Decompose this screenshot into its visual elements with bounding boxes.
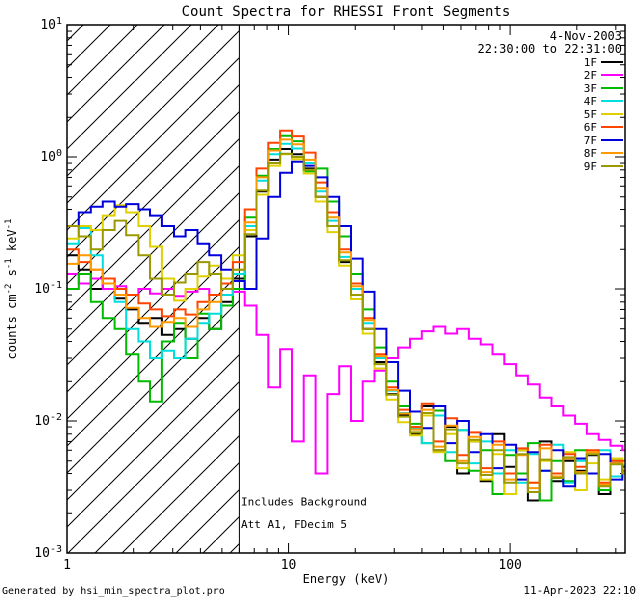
legend-label-8F: 8F [584,147,597,160]
legend-label-9F: 9F [584,160,597,173]
plot-annotation-1: Att A1, FDecim 5 [241,518,347,531]
x-axis-label: Energy (keV) [303,572,390,586]
y-tick-label: 100 [40,148,62,165]
y-axis-label: counts cm-2 s-1 keV-1 [4,219,19,360]
chart-title: Count Spectra for RHESSI Front Segments [181,4,511,20]
y-tick-label: 10-3 [34,544,62,561]
legend-label-6F: 6F [584,121,597,134]
obs-date: 4-Nov-2003 [550,29,622,43]
x-tick-label: 1 [63,558,71,573]
legend-label-5F: 5F [584,108,597,121]
x-tick-label: 10 [281,558,297,573]
generator-credit: Generated by hsi_min_spectra_plot.pro [2,586,225,597]
legend-label-7F: 7F [584,134,597,147]
spectra-series-group [67,129,625,502]
legend-label-1F: 1F [584,56,597,69]
y-tick-label: 10-2 [34,412,62,429]
series-9F-line [67,152,625,493]
render-timestamp: 11-Apr-2023 22:10 [523,584,636,597]
y-tick-label: 10-1 [34,280,62,297]
legend-label-4F: 4F [584,95,597,108]
y-tick-label: 101 [40,16,62,33]
legend-label-3F: 3F [584,82,597,95]
plot-frame [66,24,626,554]
obs-interval: 22:30:00 to 22:31:00 [477,42,622,56]
plot-annotation-0: Includes Background [241,495,367,508]
x-tick-label: 100 [498,558,521,573]
legend-label-2F: 2F [584,69,597,82]
